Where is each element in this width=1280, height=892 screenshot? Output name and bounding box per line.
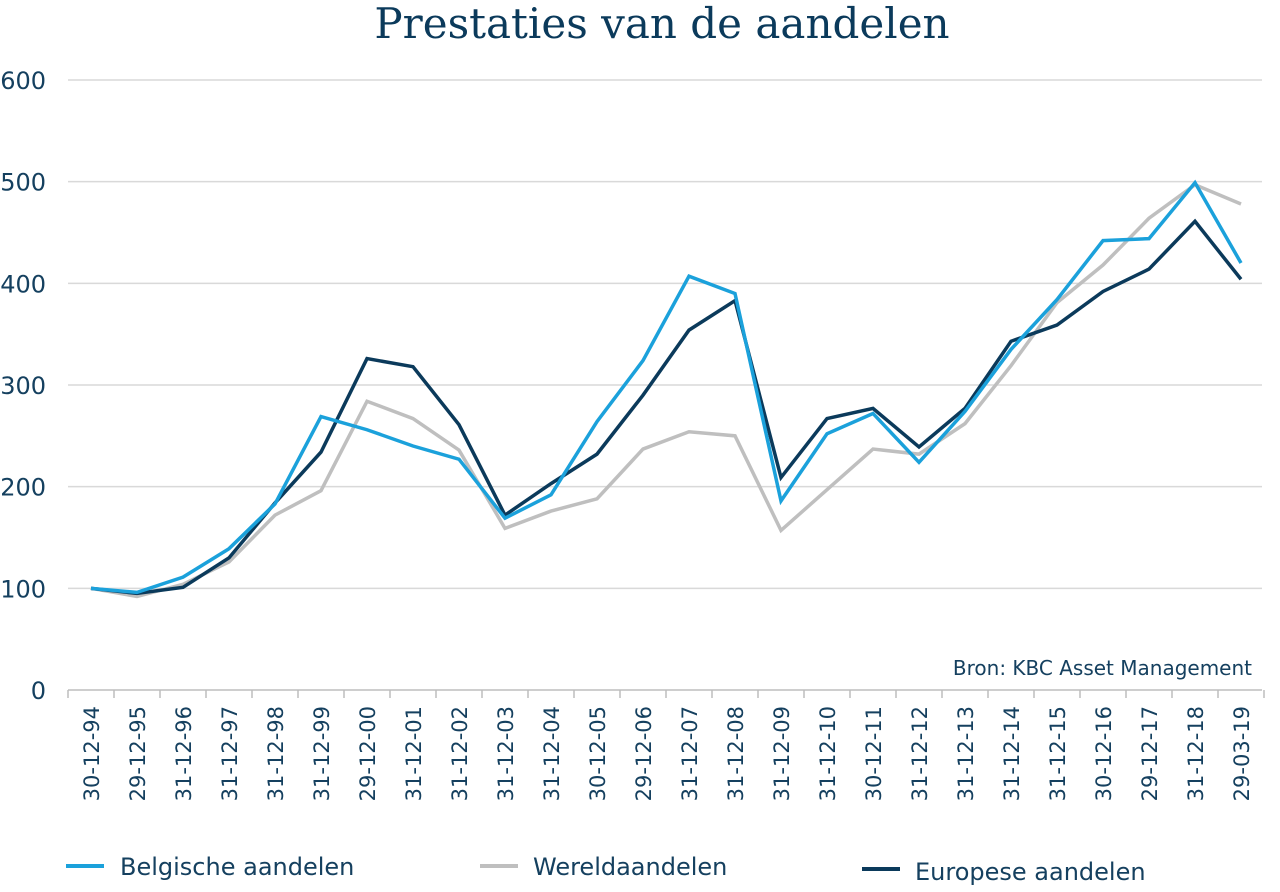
x-tick-label: 31-12-10 [816, 706, 840, 801]
series-line-europese-aandelen [90, 218, 1243, 596]
y-tick-label: 100 [0, 575, 46, 603]
x-tick-label: 31-12-12 [908, 706, 932, 801]
x-tick-label: 31-12-13 [954, 706, 978, 801]
x-tick-label: 31-12-18 [1184, 706, 1208, 801]
y-tick-label: 0 [31, 677, 46, 705]
source-note: Bron: KBC Asset Management [953, 656, 1252, 680]
x-tick-label: 31-12-96 [172, 706, 196, 801]
x-tick-label: 31-12-08 [724, 706, 748, 801]
x-tick-label: 29-12-00 [356, 706, 380, 801]
x-tick-label: 31-12-97 [218, 706, 242, 801]
x-tick-label: 31-12-98 [264, 706, 288, 801]
x-tick-label: 30-12-94 [80, 706, 104, 801]
x-tick-label: 31-12-03 [494, 706, 518, 801]
x-tick-label: 31-12-02 [448, 706, 472, 801]
x-tick-label: 31-12-15 [1046, 706, 1070, 801]
legend: Belgische aandelen Wereldaandelen Europese… [66, 853, 1146, 886]
y-tick-label: 500 [0, 169, 46, 197]
series-line-wereldaandelen [90, 182, 1242, 599]
series-line-belgische-aandelen [90, 179, 1243, 595]
x-tick-label: 29-12-95 [126, 706, 150, 801]
legend-label-europese-aandelen: Europese aandelen [915, 858, 1146, 886]
x-tick-label: 29-12-06 [632, 706, 656, 801]
chart-title: Prestaties van de aandelen [374, 0, 949, 48]
y-tick-label: 400 [0, 270, 46, 298]
x-tick-label: 30-12-16 [1092, 706, 1116, 801]
x-tick-label: 31-12-99 [310, 706, 334, 801]
x-tick-label: 31-12-01 [402, 706, 426, 801]
legend-label-belgische-aandelen: Belgische aandelen [120, 853, 354, 881]
x-tick-label: 29-03-19 [1230, 706, 1254, 801]
x-tick-label: 29-12-17 [1138, 706, 1162, 801]
x-tick-label: 31-12-04 [540, 706, 564, 801]
x-tick-label: 31-12-07 [678, 706, 702, 801]
y-tick-label: 600 [0, 67, 46, 95]
x-tick-label: 31-12-09 [770, 706, 794, 801]
x-tick-label: 30-12-05 [586, 706, 610, 801]
x-tick-label: 30-12-11 [862, 706, 886, 801]
y-tick-label: 300 [0, 372, 46, 400]
y-tick-label: 200 [0, 474, 46, 502]
x-axis-ticks: 30-12-94 29-12-95 31-12-96 31-12-97 31-12-98… [67, 689, 1265, 801]
legend-label-wereldaandelen: Wereldaandelen [533, 853, 727, 881]
series-layer [90, 179, 1243, 599]
x-tick-label: 31-12-14 [1000, 706, 1024, 801]
y-axis-ticks: 600 500 400 300 200 100 0 [0, 67, 46, 705]
grid-layer [68, 79, 1262, 590]
